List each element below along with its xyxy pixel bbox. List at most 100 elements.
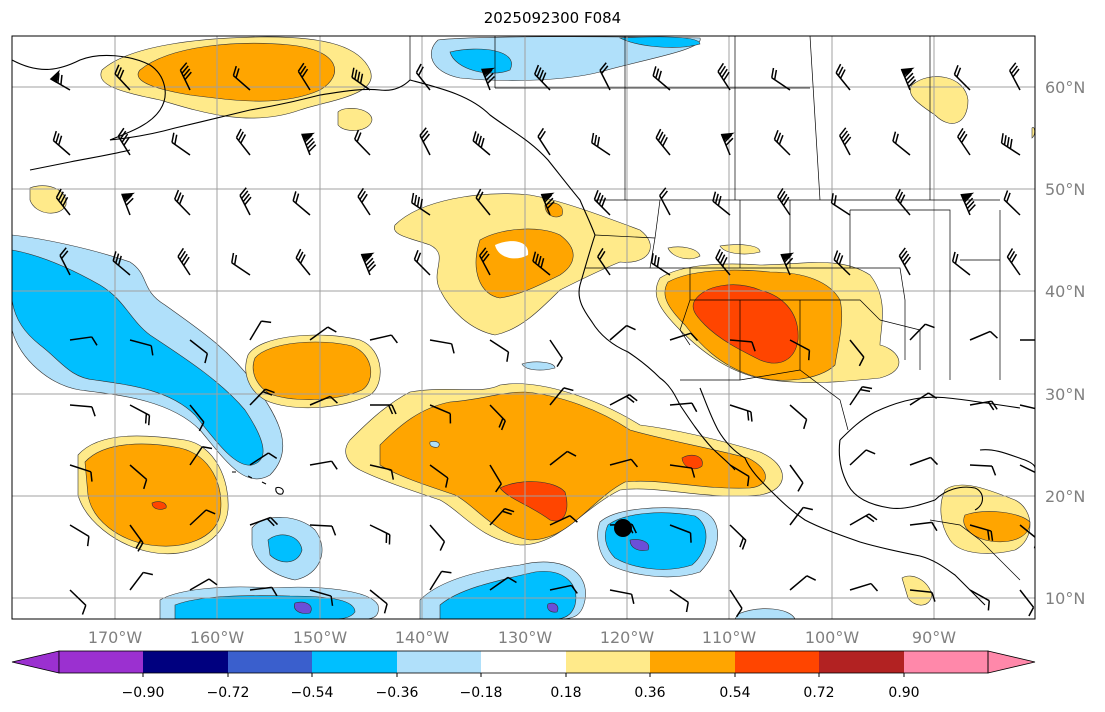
lon-label: 170°W: [88, 628, 143, 647]
wind-barb: [360, 252, 377, 276]
wind-barb: [189, 578, 218, 591]
wind-barb: [609, 589, 635, 604]
lon-label: 150°W: [293, 628, 348, 647]
field-positive-mid: [84, 443, 222, 547]
field-positive-mid: [963, 511, 1031, 543]
coastline-alaska-peninsula: [29, 149, 131, 171]
wind-barb: [849, 449, 876, 466]
wind-barb: [540, 192, 555, 216]
border-us-states-central: [850, 209, 1001, 380]
field-negative-mid: [267, 534, 303, 563]
lon-label: 140°W: [395, 628, 450, 647]
colorbar-segment: [650, 651, 735, 673]
wind-barb: [489, 464, 502, 493]
wind-barb: [969, 400, 998, 411]
wind-barb: [1019, 589, 1035, 617]
field-negative-strong: [629, 539, 650, 551]
wind-barb: [292, 191, 311, 216]
coastline-hawaii: [232, 471, 284, 495]
wind-barb: [669, 589, 689, 613]
wind-barb: [129, 524, 144, 552]
wind-barb: [475, 188, 491, 216]
wind-barb: [549, 450, 577, 466]
latitude-labels: 60°N 50°N 40°N 30°N 20°N 10°N: [1045, 78, 1085, 608]
lon-label: 160°W: [190, 628, 245, 647]
wind-barb: [411, 192, 431, 216]
coastline-us-west: [578, 234, 681, 406]
wind-barb: [481, 67, 495, 91]
wind-barb: [593, 189, 611, 216]
wind-barb: [729, 404, 753, 422]
wind-barb: [235, 128, 251, 156]
wind-barb: [69, 464, 93, 482]
colorbar-segment: [59, 651, 143, 673]
wind-barb: [357, 187, 371, 216]
colorbar-extend-max: [987, 650, 1036, 674]
field-neutral-hole: [495, 241, 529, 259]
wind-barb: [1019, 464, 1035, 476]
wind-barb: [369, 589, 388, 614]
wind-barb: [1020, 339, 1035, 341]
wind-barb: [301, 132, 317, 156]
wind-barb: [717, 62, 731, 91]
wind-barb: [309, 460, 338, 470]
colorbar-tick-label: 0.90: [888, 685, 919, 701]
lon-label: 120°W: [600, 628, 655, 647]
wind-barb: [659, 187, 671, 216]
wind-barb: [69, 524, 90, 547]
wind-barb: [489, 404, 506, 431]
wind-barb: [52, 130, 71, 156]
field-positive-light: [337, 107, 373, 131]
wind-barb: [112, 251, 131, 276]
coastline-baja: [679, 387, 746, 471]
lon-label: 130°W: [498, 628, 553, 647]
wind-barb: [789, 575, 817, 591]
colorbar-tick-label: −0.18: [460, 685, 503, 701]
colorbar-tick-label: −0.90: [122, 685, 165, 701]
wind-barb: [669, 402, 698, 413]
wind-barb: [369, 334, 398, 344]
wind-barb: [953, 64, 971, 91]
lon-label: 90°W: [912, 628, 956, 647]
wind-barb: [549, 339, 563, 367]
field-positive-strong: [499, 481, 568, 522]
colorbar-segment: [819, 651, 904, 673]
wind-barb: [354, 129, 371, 156]
wind-barb: [534, 64, 551, 91]
wind-barb: [297, 62, 311, 91]
wind-barb: [129, 464, 148, 490]
coastline-cuba: [979, 449, 1035, 469]
wind-barb: [174, 189, 191, 216]
wind-barb: [429, 570, 452, 591]
field-negative-strong: [547, 602, 559, 613]
wind-barb: [429, 464, 449, 488]
wind-barb: [429, 524, 446, 551]
lon-label: 110°W: [702, 628, 757, 647]
field-negative-strong: [294, 601, 312, 614]
wind-barb: [969, 589, 990, 611]
wind-barb: [669, 332, 699, 342]
wind-barb: [69, 336, 98, 346]
wind-barb: [895, 188, 911, 216]
wind-barb: [351, 67, 371, 91]
wind-barb: [720, 132, 735, 156]
colorbar-segment: [397, 651, 481, 673]
wind-barb: [179, 62, 192, 91]
black-dot-marker: [614, 519, 632, 537]
wind-barb: [489, 576, 517, 591]
wind-barb: [960, 192, 976, 216]
wind-barb: [1019, 404, 1035, 411]
coastline-yucatan: [934, 486, 984, 511]
lat-label: 60°N: [1045, 78, 1085, 97]
field-positive-strong: [692, 284, 799, 364]
wind-barb: [1000, 133, 1021, 156]
field-negative-light: [429, 441, 440, 448]
wind-barb: [370, 404, 397, 415]
wind-barb: [909, 589, 936, 602]
wind-barb: [537, 127, 551, 156]
colorbar-segment: [228, 651, 312, 673]
wind-barb: [669, 524, 692, 543]
colorbar-segment: [481, 651, 566, 673]
wind-barb: [833, 250, 851, 276]
